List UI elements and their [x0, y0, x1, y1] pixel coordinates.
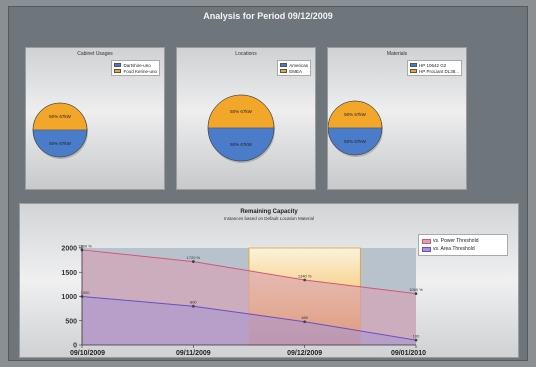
legend-entry: Americas: [280, 62, 308, 68]
y-tick-label: 500: [65, 318, 77, 325]
pie-title: Materials: [386, 51, 408, 57]
series-line: [81, 249, 417, 295]
pie-legend: Dartshire-uno Food Kerine-uno: [111, 60, 160, 76]
legend-entry: EMEA: [280, 68, 308, 74]
data-label: 1960 %: [78, 243, 92, 248]
pie-panel-materials: Materials HP 10642 G2 HP ProLiant DL38..…: [327, 47, 467, 190]
legend-swatch: [422, 246, 431, 252]
y-tick-label: 1000: [61, 294, 77, 301]
pie-legend: HP 10642 G2 HP ProLiant DL38...: [407, 60, 462, 76]
x-tick-label: 09/10/2009: [70, 350, 105, 357]
pie-slice-label: 50% 67kW: [344, 139, 367, 144]
data-label: 800: [190, 300, 197, 305]
legend-label: vs. Power Threshold: [433, 238, 479, 244]
data-label: 1000: [81, 290, 91, 295]
data-label: 1060 %: [409, 287, 423, 292]
series-line: [81, 296, 417, 341]
legend-swatch: [422, 238, 431, 244]
pie-slice-label: 50% 67kW: [230, 109, 253, 114]
data-label: 100: [413, 334, 420, 339]
data-label: 1340 %: [298, 274, 312, 279]
legend-entry: HP ProLiant DL38...: [410, 68, 459, 74]
data-point: [414, 338, 418, 342]
legend-swatch: [280, 69, 288, 73]
data-label: 1720 %: [187, 255, 201, 260]
pie-outline: [328, 100, 383, 156]
x-tick-label: 09/12/2009: [287, 350, 322, 357]
page-title: Analysis for Period 09/12/2009: [203, 11, 333, 21]
y-tick-label: 1500: [61, 270, 77, 277]
legend-label: EMEA: [289, 68, 302, 74]
legend-label: Dartshire-uno: [123, 62, 151, 68]
legend-swatch: [114, 63, 122, 67]
data-label: 480: [301, 315, 308, 320]
pie-panel-locations: Locations Americas EMEA 50% 67kW 50% 67kW: [176, 47, 316, 190]
pie-slice-label: 50% 67kW: [49, 141, 72, 146]
legend-label: HP 10642 G2: [419, 62, 447, 68]
pie-chart-cabinet-usages: 50% 67kW 50% 67kW: [32, 102, 88, 159]
pie-slice-label: 50% 67kW: [344, 112, 367, 117]
pie-outline: [32, 102, 88, 158]
pie-outline: [207, 94, 275, 162]
pie-slice-label: 50% 67kW: [49, 114, 72, 119]
legend-entry: HP 10642 G2: [410, 62, 459, 68]
pie-chart-materials: 50% 67kW 50% 67kW: [328, 100, 383, 157]
legend-entry: Dartshire-uno: [114, 62, 157, 68]
chart-title: Remaining Capacity: [240, 209, 298, 215]
remaining-capacity-chart: 1960 %1720 %1340 %1060 %1000800480100050…: [61, 243, 426, 357]
pie-legend: Americas EMEA: [277, 60, 311, 76]
legend-label: Americas: [289, 62, 308, 68]
chart-legend: vs. Power Threshold vs. Area Threshold: [418, 234, 508, 256]
data-point: [414, 292, 418, 295]
legend-swatch: [410, 63, 418, 67]
pie-chart-locations: 50% 67kW 50% 67kW: [207, 94, 275, 163]
pie-title: Locations: [235, 51, 257, 57]
y-tick-label: 0: [73, 343, 77, 350]
y-tick-label: 2000: [61, 246, 77, 253]
legend-entry: vs. Power Threshold: [422, 237, 504, 245]
x-tick-label: 09/11/2009: [176, 350, 211, 357]
x-tick-label: 09/01/2010: [391, 350, 426, 357]
data-point: [303, 278, 307, 282]
legend-label: vs. Area Threshold: [433, 246, 475, 252]
legend-swatch: [114, 69, 122, 73]
chart-subtitle: Instances based on Default Location Mate…: [223, 216, 315, 221]
legend-label: HP ProLiant DL38...: [419, 68, 459, 74]
legend-entry: Food Kerine-uno: [114, 68, 157, 74]
data-point: [191, 260, 195, 263]
legend-entry: vs. Area Threshold: [422, 245, 504, 253]
remaining-capacity-panel: 1960 % 1720 % 1340 % 1060 % 1000 800 480 100 0 50…: [19, 203, 519, 358]
legend-swatch: [280, 63, 288, 67]
legend-label: Food Kerine-uno: [123, 68, 157, 74]
data-point: [303, 320, 307, 324]
legend-swatch: [410, 69, 418, 73]
data-point: [191, 304, 195, 308]
dashboard-frame: Analysis for Period 09/12/2009 Cabinet U…: [8, 6, 528, 361]
pie-slice-label: 50% 67kW: [230, 142, 253, 147]
series-area: [82, 296, 416, 345]
pie-title: Cabinet Usages: [77, 51, 113, 57]
pie-panel-cabinet-usages: Cabinet Usages Dartshire-uno Food Kerine…: [25, 47, 165, 190]
